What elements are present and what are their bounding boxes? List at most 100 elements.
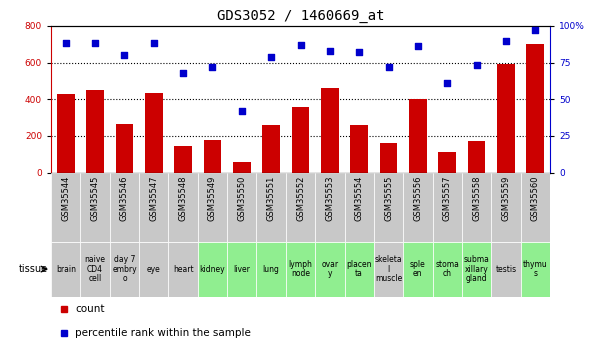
Text: GSM35545: GSM35545 [91,176,100,221]
Bar [403,241,433,297]
Bar [380,143,397,172]
Bar [374,241,403,297]
Text: sple
en: sple en [410,260,426,278]
Bar [81,241,110,297]
Bar [233,162,251,172]
Bar [468,141,486,172]
Point [355,49,364,55]
Point [61,41,70,46]
Bar [139,172,168,242]
Text: tissue: tissue [19,264,48,274]
Text: GSM35559: GSM35559 [501,176,510,221]
Point [296,42,305,48]
Text: GSM35558: GSM35558 [472,176,481,221]
Bar [263,125,280,172]
Text: percentile rank within the sample: percentile rank within the sample [75,328,251,337]
Text: GSM35546: GSM35546 [120,176,129,221]
Bar [57,94,75,172]
Text: GSM35549: GSM35549 [208,176,217,221]
Bar [168,172,198,242]
Bar [110,241,139,297]
Point [442,80,452,86]
Text: skeleta
l
muscle: skeleta l muscle [374,255,402,283]
Point [413,43,423,49]
Text: liver: liver [233,265,250,274]
Bar [198,172,227,242]
Text: stoma
ch: stoma ch [435,260,459,278]
Text: heart: heart [173,265,194,274]
Bar [520,241,550,297]
Bar [315,172,344,242]
Text: thymu
s: thymu s [523,260,548,278]
Bar [497,65,514,172]
Text: day 7
embry
o: day 7 embry o [112,255,137,283]
Bar [344,172,374,242]
Bar [139,241,168,297]
Text: GSM35550: GSM35550 [237,176,246,221]
Bar [81,172,110,242]
Point [266,54,276,59]
Text: lung: lung [263,265,279,274]
Text: GSM35548: GSM35548 [178,176,188,221]
Bar [145,93,163,172]
Text: subma
xillary
gland: subma xillary gland [463,255,489,283]
Point [120,52,129,58]
Text: GSM35560: GSM35560 [531,176,540,221]
Text: placen
ta: placen ta [346,260,372,278]
Text: ovar
y: ovar y [322,260,338,278]
Bar [257,172,286,242]
Text: kidney: kidney [200,265,225,274]
Text: lymph
node: lymph node [288,260,313,278]
Point [531,28,540,33]
Bar [174,146,192,172]
Bar [168,241,198,297]
Bar [321,88,338,172]
Bar [491,172,520,242]
Text: GSM35547: GSM35547 [149,176,158,221]
Bar [438,152,456,172]
Text: eye: eye [147,265,160,274]
Bar [491,241,520,297]
Bar [433,172,462,242]
Point [90,41,100,46]
Point [208,64,218,70]
Bar [51,241,81,297]
Bar [198,241,227,297]
Bar [315,241,344,297]
Point [472,63,481,68]
Point [178,70,188,76]
Bar [520,172,550,242]
Text: naive
CD4
cell: naive CD4 cell [85,255,106,283]
Bar [291,107,310,172]
Point [237,108,246,114]
Text: testis: testis [495,265,516,274]
Bar [257,241,286,297]
Bar [227,172,257,242]
Bar [350,125,368,172]
Bar [462,172,491,242]
Bar [87,90,104,172]
Text: count: count [75,304,105,314]
Point [325,48,335,53]
Bar [286,172,315,242]
Bar [374,172,403,242]
Text: GSM35554: GSM35554 [355,176,364,221]
Text: GSM35551: GSM35551 [267,176,276,221]
Text: GSM35557: GSM35557 [443,176,452,221]
Text: GSM35552: GSM35552 [296,176,305,221]
Point [383,64,393,70]
Text: GDS3052 / 1460669_at: GDS3052 / 1460669_at [217,9,384,23]
Bar [526,44,544,172]
Bar [286,241,315,297]
Text: GSM35556: GSM35556 [413,176,423,221]
Bar [409,99,427,172]
Bar [462,241,491,297]
Text: GSM35555: GSM35555 [384,176,393,221]
Bar [110,172,139,242]
Bar [227,241,257,297]
Text: GSM35544: GSM35544 [61,176,70,221]
Point [149,41,159,46]
Text: GSM35553: GSM35553 [325,176,334,221]
Text: brain: brain [56,265,76,274]
Bar [403,172,433,242]
